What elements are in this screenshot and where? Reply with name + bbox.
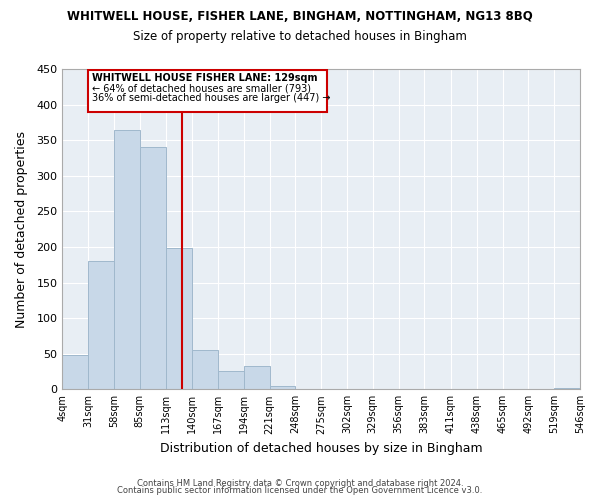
Bar: [269, 386, 295, 390]
Text: ← 64% of detached houses are smaller (793): ← 64% of detached houses are smaller (79…: [92, 83, 311, 93]
Text: Size of property relative to detached houses in Bingham: Size of property relative to detached ho…: [133, 30, 467, 43]
Bar: [192, 350, 218, 390]
Bar: [166, 248, 192, 390]
Bar: [88, 261, 114, 390]
Text: 36% of semi-detached houses are larger (447) →: 36% of semi-detached houses are larger (…: [92, 93, 331, 103]
Bar: [114, 130, 140, 390]
X-axis label: Distribution of detached houses by size in Bingham: Distribution of detached houses by size …: [160, 442, 482, 455]
Bar: [140, 148, 166, 390]
Text: WHITWELL HOUSE, FISHER LANE, BINGHAM, NOTTINGHAM, NG13 8BQ: WHITWELL HOUSE, FISHER LANE, BINGHAM, NO…: [67, 10, 533, 23]
FancyBboxPatch shape: [88, 70, 327, 112]
Bar: [244, 366, 269, 390]
Text: WHITWELL HOUSE FISHER LANE: 129sqm: WHITWELL HOUSE FISHER LANE: 129sqm: [92, 74, 317, 84]
Bar: [218, 371, 244, 390]
Text: Contains HM Land Registry data © Crown copyright and database right 2024.: Contains HM Land Registry data © Crown c…: [137, 478, 463, 488]
Y-axis label: Number of detached properties: Number of detached properties: [15, 130, 28, 328]
Text: Contains public sector information licensed under the Open Government Licence v3: Contains public sector information licen…: [118, 486, 482, 495]
Bar: [554, 388, 580, 390]
Bar: [62, 355, 88, 390]
